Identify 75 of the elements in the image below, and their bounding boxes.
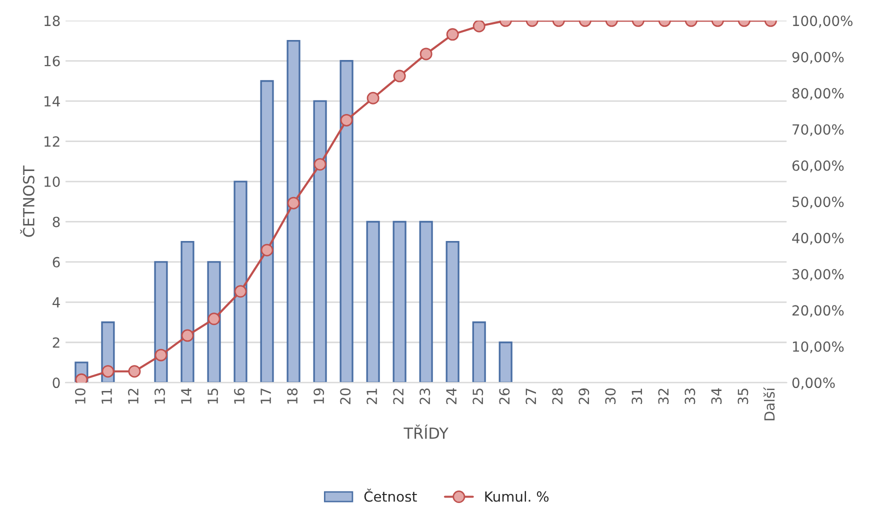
x-tick-label: 25	[472, 388, 484, 404]
y2-tick-label: 20,00%	[792, 305, 844, 318]
bar	[234, 180, 248, 383]
x-tick-label: 14	[181, 388, 192, 404]
x-tick-label: 19	[314, 388, 324, 404]
bar	[313, 100, 327, 383]
legend-label: Četnost	[364, 488, 417, 502]
x-tick-label: 22	[393, 388, 404, 404]
y2-tick-label: 100,00%	[792, 16, 852, 28]
point	[102, 365, 114, 378]
y2-tick-label: 50,00%	[792, 196, 844, 209]
x-tick-label: 28	[552, 388, 563, 404]
bar	[446, 241, 460, 383]
x-tick-label: 32	[658, 388, 669, 404]
x-tick-label: 33	[684, 388, 696, 404]
point	[208, 312, 220, 326]
x-tick-label: 16	[234, 388, 245, 404]
x-tick-label: 18	[287, 388, 298, 404]
bar	[260, 80, 274, 383]
legend-label: Kumul. %	[485, 491, 549, 502]
y-axis-title: ČETNOST	[20, 166, 34, 237]
x-tick-label: 13	[154, 388, 166, 404]
y-tick-label: 4	[52, 297, 60, 308]
y-tick-label: 16	[44, 56, 60, 66]
x-tick-label: 35	[738, 388, 748, 404]
bar	[180, 241, 194, 383]
point	[314, 158, 326, 171]
x-tick-label: 29	[578, 388, 590, 404]
y2-tick-label: 30,00%	[792, 268, 844, 281]
x-tick-label: 11	[102, 388, 112, 404]
y2-tick-label: 70,00%	[792, 124, 844, 136]
x-tick-label: 10	[74, 388, 86, 404]
bar	[286, 40, 300, 383]
y2-tick-label: 90,00%	[792, 52, 844, 64]
y-tick-label: 8	[52, 216, 60, 228]
point	[181, 329, 194, 342]
bar	[154, 261, 168, 383]
x-tick-label: 21	[366, 388, 377, 404]
x-tick-label: 23	[420, 388, 430, 404]
x-axis-title: TŘÍDY	[404, 424, 448, 439]
x-tick-label: 34	[711, 388, 722, 404]
x-tick-label: 17	[260, 388, 271, 404]
x-tick-label: 20	[340, 388, 351, 404]
bar	[366, 220, 380, 383]
y-tick-label: 12	[44, 136, 60, 147]
x-tick-label: 26	[499, 388, 510, 404]
y-tick-label: 10	[44, 176, 60, 187]
y-tick-label: 18	[44, 16, 60, 26]
point	[287, 196, 300, 210]
bar	[340, 60, 354, 383]
y2-tick-label: 60,00%	[792, 160, 844, 172]
y-tick-label: 14	[44, 96, 60, 106]
y2-tick-label: 10,00%	[792, 341, 844, 354]
bar	[472, 321, 486, 383]
y2-tick-label: 80,00%	[792, 88, 844, 100]
x-tick-label: 12	[128, 388, 138, 404]
x-tick-label: 30	[605, 388, 616, 404]
y-tick-label: 6	[52, 256, 60, 268]
y2-tick-label: 0,00%	[792, 378, 835, 390]
x-tick-label: 15	[208, 388, 218, 404]
bar	[419, 220, 433, 383]
y2-tick-label: 40,00%	[792, 232, 844, 245]
x-tick-label: 27	[526, 388, 536, 404]
y-tick-label: 2	[52, 337, 60, 348]
point	[260, 244, 274, 256]
point	[234, 285, 247, 298]
x-tick-label: 24	[446, 388, 456, 404]
bar	[498, 342, 512, 383]
point	[128, 365, 141, 378]
point	[154, 348, 168, 362]
bar	[207, 261, 221, 383]
y-tick-label: 0	[52, 378, 60, 388]
x-tick-label: 31	[632, 388, 642, 404]
x-tick-label: Další	[763, 387, 775, 420]
bar	[392, 220, 406, 383]
